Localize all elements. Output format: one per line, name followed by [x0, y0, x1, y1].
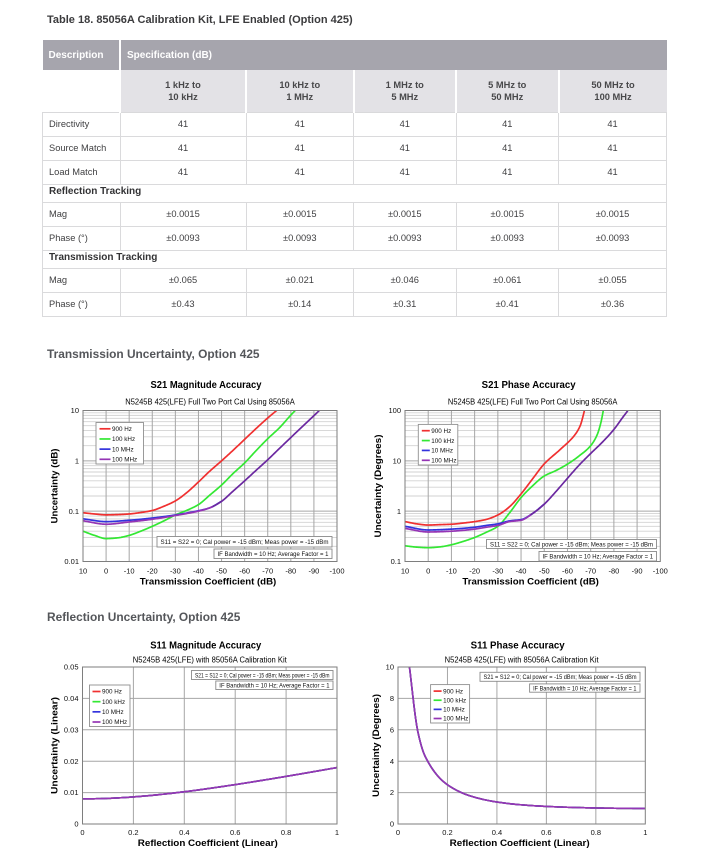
svg-text:0.6: 0.6 [541, 828, 551, 837]
svg-text:0.1: 0.1 [391, 557, 401, 566]
svg-text:-50: -50 [216, 567, 227, 576]
svg-text:0.02: 0.02 [64, 757, 79, 766]
svg-text:Uncertainty (dB): Uncertainty (dB) [49, 449, 60, 524]
svg-text:1: 1 [75, 456, 79, 465]
svg-text:900 Hz: 900 Hz [112, 426, 132, 433]
svg-text:4: 4 [390, 757, 394, 766]
svg-text:0: 0 [390, 820, 394, 829]
svg-text:10: 10 [401, 567, 409, 576]
svg-text:1: 1 [397, 507, 401, 516]
svg-text:S21 = S12 = 0; Cal power = -15: S21 = S12 = 0; Cal power = -15 dBm; Meas… [484, 674, 637, 681]
svg-text:N5245B 425(LFE) with 85056A Ca: N5245B 425(LFE) with 85056A Calibration … [445, 656, 600, 665]
svg-text:IF Bandwidth = 10 Hz; Average: IF Bandwidth = 10 Hz; Average Factor = 1 [543, 554, 654, 561]
svg-text:0.4: 0.4 [492, 828, 502, 837]
svg-text:10: 10 [393, 456, 401, 465]
svg-text:900 Hz: 900 Hz [431, 428, 451, 435]
svg-text:-50: -50 [539, 567, 550, 576]
svg-text:0: 0 [80, 828, 84, 837]
svg-text:-20: -20 [469, 567, 480, 576]
svg-text:Transmission Coefficient (dB): Transmission Coefficient (dB) [140, 576, 277, 587]
svg-text:0.01: 0.01 [64, 788, 79, 797]
svg-text:Transmission Coefficient (dB): Transmission Coefficient (dB) [462, 576, 599, 587]
svg-text:1: 1 [643, 828, 647, 837]
svg-text:Uncertainty (Degrees): Uncertainty (Degrees) [372, 435, 383, 538]
svg-text:10: 10 [79, 567, 87, 576]
svg-text:-70: -70 [585, 567, 596, 576]
svg-text:0.6: 0.6 [230, 828, 240, 837]
svg-text:Reflection Coefficient (Linear: Reflection Coefficient (Linear) [450, 837, 590, 848]
svg-text:2: 2 [390, 788, 394, 797]
svg-text:S11 = S22 = 0; Cal power = -15: S11 = S22 = 0; Cal power = -15 dBm; Meas… [161, 539, 329, 546]
svg-text:0: 0 [74, 820, 78, 829]
svg-text:1: 1 [335, 828, 339, 837]
svg-text:0.8: 0.8 [591, 828, 601, 837]
svg-text:0.4: 0.4 [179, 828, 189, 837]
svg-text:900 Hz: 900 Hz [443, 688, 463, 695]
svg-text:100 kHz: 100 kHz [102, 699, 125, 706]
svg-text:N5245B 425(LFE) Full Two Port: N5245B 425(LFE) Full Two Port Cal Using … [125, 398, 295, 407]
svg-text:IF Bandwidth = 10 Hz; Average: IF Bandwidth = 10 Hz; Average Factor = 1 [533, 685, 637, 692]
svg-text:0: 0 [396, 828, 400, 837]
svg-text:100 kHz: 100 kHz [443, 697, 466, 704]
svg-text:0.1: 0.1 [69, 507, 79, 516]
svg-text:-10: -10 [446, 567, 457, 576]
svg-text:10: 10 [71, 406, 79, 415]
svg-text:0.2: 0.2 [128, 828, 138, 837]
svg-text:0: 0 [104, 567, 108, 576]
svg-text:-20: -20 [147, 567, 158, 576]
svg-text:N5245B 425(LFE) with 85056A Ca: N5245B 425(LFE) with 85056A Calibration … [133, 656, 288, 665]
svg-text:-70: -70 [262, 567, 273, 576]
svg-text:-30: -30 [492, 567, 503, 576]
svg-text:IF Bandwidth = 10 Hz; Average: IF Bandwidth = 10 Hz; Average Factor = 1 [219, 683, 329, 690]
svg-text:10: 10 [386, 663, 394, 672]
svg-text:-60: -60 [239, 567, 250, 576]
svg-text:S11 Magnitude Accuracy: S11 Magnitude Accuracy [150, 641, 261, 652]
svg-text:Uncertainty (Degrees): Uncertainty (Degrees) [370, 694, 381, 797]
svg-text:-90: -90 [308, 567, 319, 576]
svg-text:100 MHz: 100 MHz [443, 716, 468, 723]
svg-text:900 Hz: 900 Hz [102, 689, 122, 696]
svg-text:100: 100 [388, 406, 401, 415]
svg-text:100 kHz: 100 kHz [112, 436, 135, 443]
svg-text:-100: -100 [329, 567, 344, 576]
svg-text:100 MHz: 100 MHz [431, 458, 456, 465]
svg-text:0.2: 0.2 [442, 828, 452, 837]
svg-text:-80: -80 [285, 567, 296, 576]
svg-text:100 MHz: 100 MHz [112, 457, 137, 464]
svg-text:10 MHz: 10 MHz [102, 709, 124, 716]
svg-text:S11 Phase Accuracy: S11 Phase Accuracy [471, 641, 565, 652]
svg-text:0.03: 0.03 [64, 725, 79, 734]
svg-text:Uncertainty (Linear): Uncertainty (Linear) [49, 697, 60, 794]
svg-text:IF Bandwidth = 10 Hz; Average: IF Bandwidth = 10 Hz; Average Factor = 1 [218, 551, 329, 558]
svg-text:S21 Phase Accuracy: S21 Phase Accuracy [482, 380, 576, 391]
svg-text:0.01: 0.01 [64, 557, 79, 566]
svg-text:-60: -60 [562, 567, 573, 576]
svg-text:N5245B 425(LFE) Full Two Port: N5245B 425(LFE) Full Two Port Cal Using … [448, 398, 618, 407]
svg-text:0: 0 [426, 567, 430, 576]
svg-text:-40: -40 [193, 567, 204, 576]
svg-text:10 MHz: 10 MHz [443, 707, 465, 714]
svg-text:-30: -30 [170, 567, 181, 576]
svg-text:8: 8 [390, 694, 394, 703]
svg-text:0.04: 0.04 [64, 694, 79, 703]
svg-text:0.8: 0.8 [281, 828, 291, 837]
svg-text:-90: -90 [632, 567, 643, 576]
svg-text:-10: -10 [124, 567, 135, 576]
svg-text:10 MHz: 10 MHz [431, 448, 453, 455]
svg-text:S21 = S12 = 0; Cal power = -15: S21 = S12 = 0; Cal power = -15 dBm; Meas… [195, 672, 330, 679]
svg-text:-100: -100 [653, 567, 668, 576]
svg-text:S21 Magnitude Accuracy: S21 Magnitude Accuracy [151, 380, 262, 391]
svg-text:10 MHz: 10 MHz [112, 446, 134, 453]
svg-text:Reflection Coefficient (Linear: Reflection Coefficient (Linear) [138, 837, 278, 848]
svg-text:100 kHz: 100 kHz [431, 438, 454, 445]
svg-text:6: 6 [390, 725, 394, 734]
svg-text:100 MHz: 100 MHz [102, 719, 127, 726]
svg-text:0.05: 0.05 [64, 663, 79, 672]
svg-text:-80: -80 [608, 567, 619, 576]
svg-text:S11 = S22 = 0; Cal power = -15: S11 = S22 = 0; Cal power = -15 dBm; Meas… [490, 541, 653, 548]
svg-text:-40: -40 [516, 567, 527, 576]
